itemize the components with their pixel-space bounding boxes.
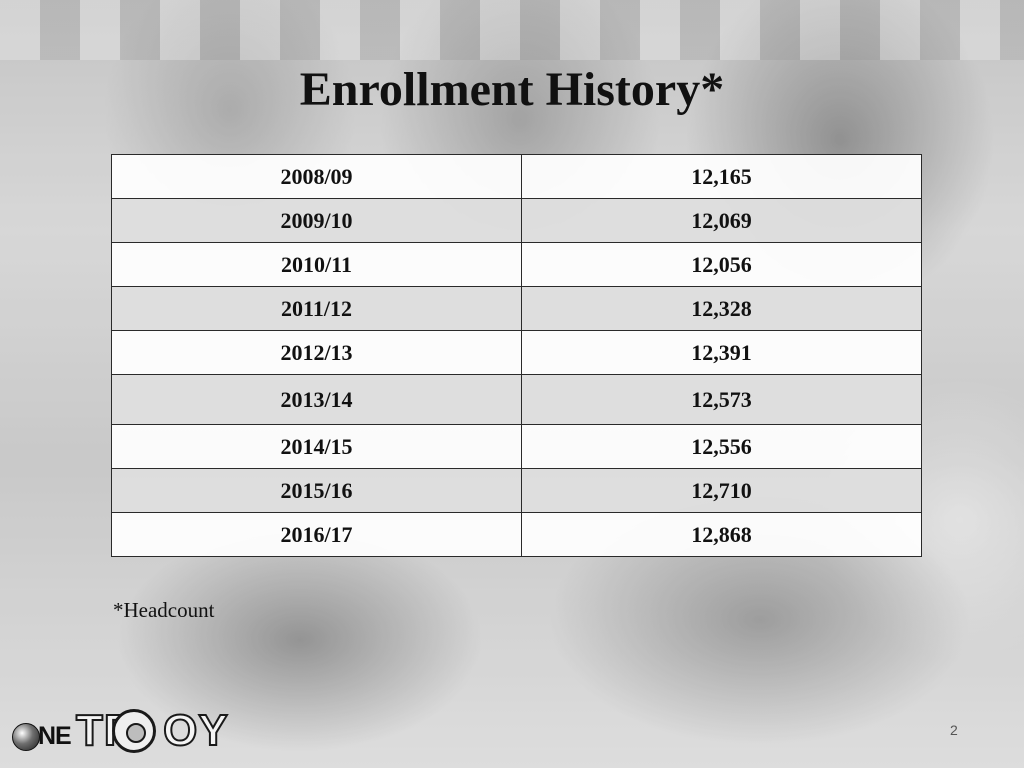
table-row: 2011/12 12,328 [111, 286, 922, 331]
enrollment-cell: 12,868 [521, 512, 922, 557]
year-cell: 2011/12 [111, 286, 522, 331]
table-row: 2015/16 12,710 [111, 468, 922, 513]
logo-text-one: NE [38, 722, 72, 750]
enrollment-cell: 12,056 [521, 242, 922, 287]
year-cell: 2009/10 [111, 198, 522, 243]
onetroy-logo: NE TR OY [8, 706, 229, 758]
year-cell: 2012/13 [111, 330, 522, 375]
background-photo-detail [0, 0, 1024, 60]
footnote: *Headcount [113, 598, 215, 622]
year-cell: 2015/16 [111, 468, 522, 513]
year-cell: 2013/14 [111, 374, 522, 425]
enrollment-cell: 12,573 [521, 374, 922, 425]
slide-title: Enrollment History* [299, 63, 725, 116]
year-cell: 2014/15 [111, 424, 522, 469]
district-seal-icon [112, 709, 156, 753]
enrollment-cell: 12,069 [521, 198, 922, 243]
enrollment-cell: 12,165 [521, 154, 922, 199]
year-cell: 2016/17 [111, 512, 522, 557]
enrollment-cell: 12,328 [521, 286, 922, 331]
globe-icon [12, 723, 40, 751]
enrollment-cell: 12,710 [521, 468, 922, 513]
enrollment-cell: 12,556 [521, 424, 922, 469]
table-row: 2008/09 12,165 [111, 154, 922, 199]
year-cell: 2010/11 [111, 242, 522, 287]
table-row: 2012/13 12,391 [111, 330, 922, 375]
enrollment-cell: 12,391 [521, 330, 922, 375]
enrollment-table: 2008/09 12,165 2009/10 12,069 2010/11 12… [111, 154, 922, 557]
table-row: 2014/15 12,556 [111, 424, 922, 469]
table-row: 2016/17 12,868 [111, 512, 922, 557]
table-row: 2009/10 12,069 [111, 198, 922, 243]
table-row: 2013/14 12,573 [111, 374, 922, 425]
year-cell: 2008/09 [111, 154, 522, 199]
table-row: 2010/11 12,056 [111, 242, 922, 287]
page-number: 2 [950, 722, 958, 738]
